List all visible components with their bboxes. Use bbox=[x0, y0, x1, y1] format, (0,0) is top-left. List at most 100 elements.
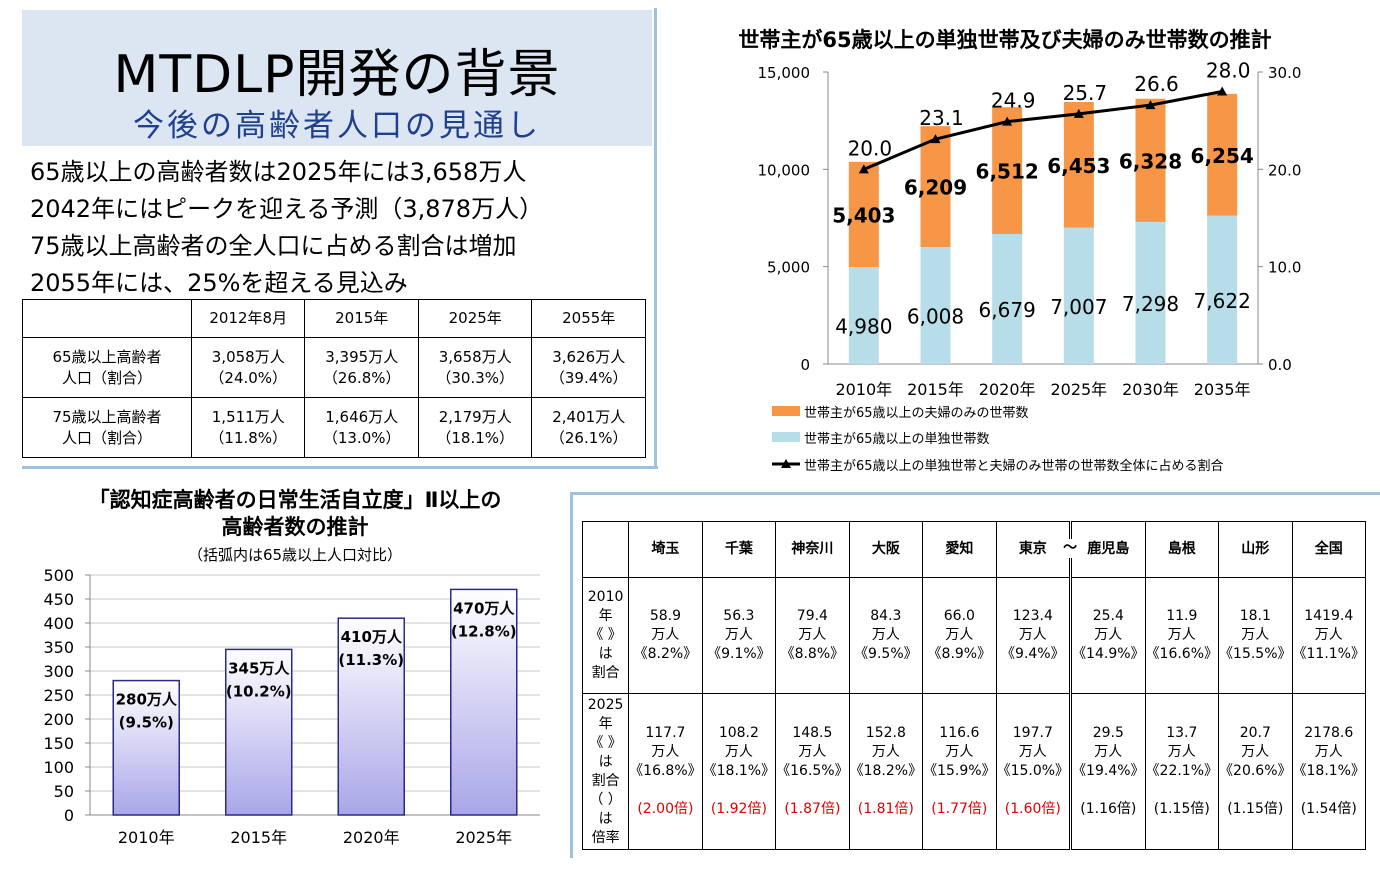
row-label-line: 65歳以上高齢者 bbox=[52, 347, 162, 366]
bar-single-households bbox=[920, 247, 951, 364]
row-label-line: 2010年 bbox=[587, 589, 624, 624]
bullet-line-1: 65歳以上の高齢者数は2025年には3,658万人 bbox=[30, 158, 527, 186]
row-label-line: 倍率 bbox=[591, 829, 620, 846]
y2-tick-label: 0.0 bbox=[1268, 356, 1292, 374]
table-header-cell: 神奈川 bbox=[775, 521, 850, 578]
row-label: 75歳以上高齢者 人口（割合） bbox=[22, 397, 192, 458]
cell-ratio: 《16.5%》 bbox=[776, 763, 849, 779]
table-cell: 13.7 万人 《22.1%》 (1.15倍) bbox=[1144, 693, 1220, 850]
table-cell: 84.3 万人 《9.5%》 bbox=[848, 577, 924, 694]
table-header-cell: 2012年8月 bbox=[190, 299, 306, 338]
bar bbox=[450, 588, 518, 816]
x-tick-label: 2035年 bbox=[1194, 380, 1251, 399]
bar-couple-households bbox=[1135, 98, 1166, 222]
cell-unit: 万人 bbox=[871, 627, 900, 643]
row-label-line: 2025年 bbox=[587, 696, 624, 732]
row-label: 2025年《 》は 割合 （ ）は 倍率 bbox=[581, 693, 630, 850]
cell-unit: 万人 bbox=[945, 627, 974, 643]
household-chart: 世帯主が65歳以上の単独世帯及び夫婦のみ世帯数の推計 15,000 10,000 5,… bbox=[738, 28, 1301, 474]
ratio-marker bbox=[858, 164, 869, 174]
bar-label-ratio: (10.2%) bbox=[226, 682, 292, 700]
panel-divider bbox=[570, 492, 573, 858]
table-cell: 3,058万人 （24.0%） bbox=[190, 337, 306, 398]
cell-value: 123.4 bbox=[1012, 608, 1053, 624]
y-tick-label: 300 bbox=[43, 662, 74, 681]
cell-ratio: 《15.0%》 bbox=[996, 763, 1070, 779]
cell-value: 20.7 bbox=[1239, 725, 1271, 741]
x-tick-label: 2020年 bbox=[343, 828, 400, 847]
cell-multiplier: (1.60倍) bbox=[1004, 801, 1061, 817]
data-label-single: 7,007 bbox=[1050, 295, 1107, 319]
bullet-line-2: 2042年にはピークを迎える予測（3,878万人） bbox=[30, 195, 544, 223]
x-tick-label: 2010年 bbox=[118, 828, 175, 847]
ratio-label: 24.9 bbox=[991, 89, 1036, 113]
cell-value: 18.1 bbox=[1239, 608, 1271, 624]
cell-unit: 万人 bbox=[651, 627, 680, 643]
cell-unit: 万人 bbox=[1094, 744, 1123, 760]
y-tick-label: 5,000 bbox=[767, 259, 810, 277]
cell-unit: 万人 bbox=[1094, 627, 1123, 643]
cell-unit: 万人 bbox=[1314, 744, 1343, 760]
legend-label-single: 世帯主が65歳以上の単独世帯数 bbox=[804, 431, 990, 447]
cell-multiplier: (1.87倍) bbox=[784, 801, 841, 817]
cell-ratio: 《15.5%》 bbox=[1219, 646, 1292, 662]
table-header-cell: 2025年 bbox=[417, 299, 533, 338]
table-header-cell: 全国 bbox=[1291, 521, 1367, 578]
data-label-couple: 6,209 bbox=[904, 176, 967, 200]
ratio-marker bbox=[1217, 86, 1228, 96]
row-label-line: （ ）は bbox=[589, 791, 622, 827]
panel-divider bbox=[654, 8, 657, 468]
table-cell: 148.5 万人 《16.5%》 (1.87倍) bbox=[775, 693, 850, 850]
cell-ratio: 《18.2%》 bbox=[849, 763, 923, 779]
table-cell: 2178.6 万人 《18.1%》 (1.54倍) bbox=[1291, 693, 1367, 850]
cell-value: 117.7 bbox=[645, 725, 686, 741]
table-cell: 11.9 万人 《16.6%》 bbox=[1144, 577, 1220, 694]
row-label-line: 割合 bbox=[591, 665, 620, 681]
ratio-line bbox=[863, 89, 1223, 171]
cell-multiplier: (1.81倍) bbox=[857, 801, 914, 817]
chart-title-line-2: 高齢者数の推計 bbox=[222, 515, 369, 539]
table-header-cell: 愛知 bbox=[922, 521, 997, 578]
bar-couple-households bbox=[1063, 101, 1094, 228]
cell-value: 1,511万人 bbox=[211, 407, 285, 426]
cell-ratio: （13.0%） bbox=[322, 428, 401, 447]
data-label-single: 7,622 bbox=[1194, 289, 1251, 313]
table-cell: 2,401万人 （26.1%） bbox=[531, 397, 646, 458]
cell-ratio: 《20.6%》 bbox=[1219, 763, 1292, 779]
table-header-row: 埼玉 千葉 神奈川 大阪 愛知 東京 ～ 鹿児島 島根 山形 全国 bbox=[581, 521, 1367, 578]
table-row: 75歳以上高齢者 人口（割合） 1,511万人 （11.8%） 1,646万人 （13… bbox=[22, 397, 646, 458]
cell-value: 197.7 bbox=[1012, 725, 1053, 741]
header-text: 東京 bbox=[1018, 541, 1047, 557]
x-tick-label: 2030年 bbox=[1122, 380, 1179, 399]
cell-ratio: （30.3%） bbox=[436, 368, 515, 387]
chart-title: 「認知症高齢者の日常生活自立度」Ⅱ以上の bbox=[89, 488, 502, 512]
ratio-marker bbox=[1002, 116, 1013, 126]
table-cell: 79.4 万人 《8.8%》 bbox=[775, 577, 850, 694]
row-label-line: 《 》は bbox=[589, 734, 622, 770]
cell-unit: 万人 bbox=[1241, 744, 1270, 760]
cell-value: 84.3 bbox=[870, 608, 902, 624]
table-cell: 29.5 万人 《19.4%》 (1.16倍) bbox=[1069, 693, 1146, 850]
cell-value: 1,646万人 bbox=[325, 407, 399, 426]
y-tick-label: 15,000 bbox=[758, 64, 811, 82]
data-label-couple: 5,403 bbox=[832, 203, 895, 227]
table-cell: 25.4 万人 《14.9%》 bbox=[1069, 577, 1146, 694]
data-label-single: 6,679 bbox=[979, 298, 1036, 322]
table-cell: 197.7 万人 《15.0%》 (1.60倍) bbox=[995, 693, 1072, 850]
bar-single-households bbox=[1135, 221, 1166, 364]
cell-value: 1419.4 bbox=[1304, 608, 1354, 624]
x-tick-label: 2025年 bbox=[455, 828, 512, 847]
table-header-cell: 鹿児島 bbox=[1069, 521, 1146, 578]
data-label-couple: 6,254 bbox=[1191, 144, 1254, 168]
ratio-marker bbox=[1145, 100, 1156, 110]
data-label-single: 4,980 bbox=[835, 315, 892, 339]
cell-ratio: （11.8%） bbox=[209, 428, 288, 447]
ratio-label: 28.0 bbox=[1206, 58, 1251, 82]
cell-ratio: 《8.9%》 bbox=[927, 646, 992, 662]
row-label-line: 75歳以上高齢者 bbox=[52, 407, 162, 426]
ratio-label: 20.0 bbox=[848, 136, 893, 160]
table-header-cell bbox=[22, 299, 192, 338]
cell-value: 56.3 bbox=[723, 608, 755, 624]
cell-value: 11.9 bbox=[1166, 608, 1198, 624]
